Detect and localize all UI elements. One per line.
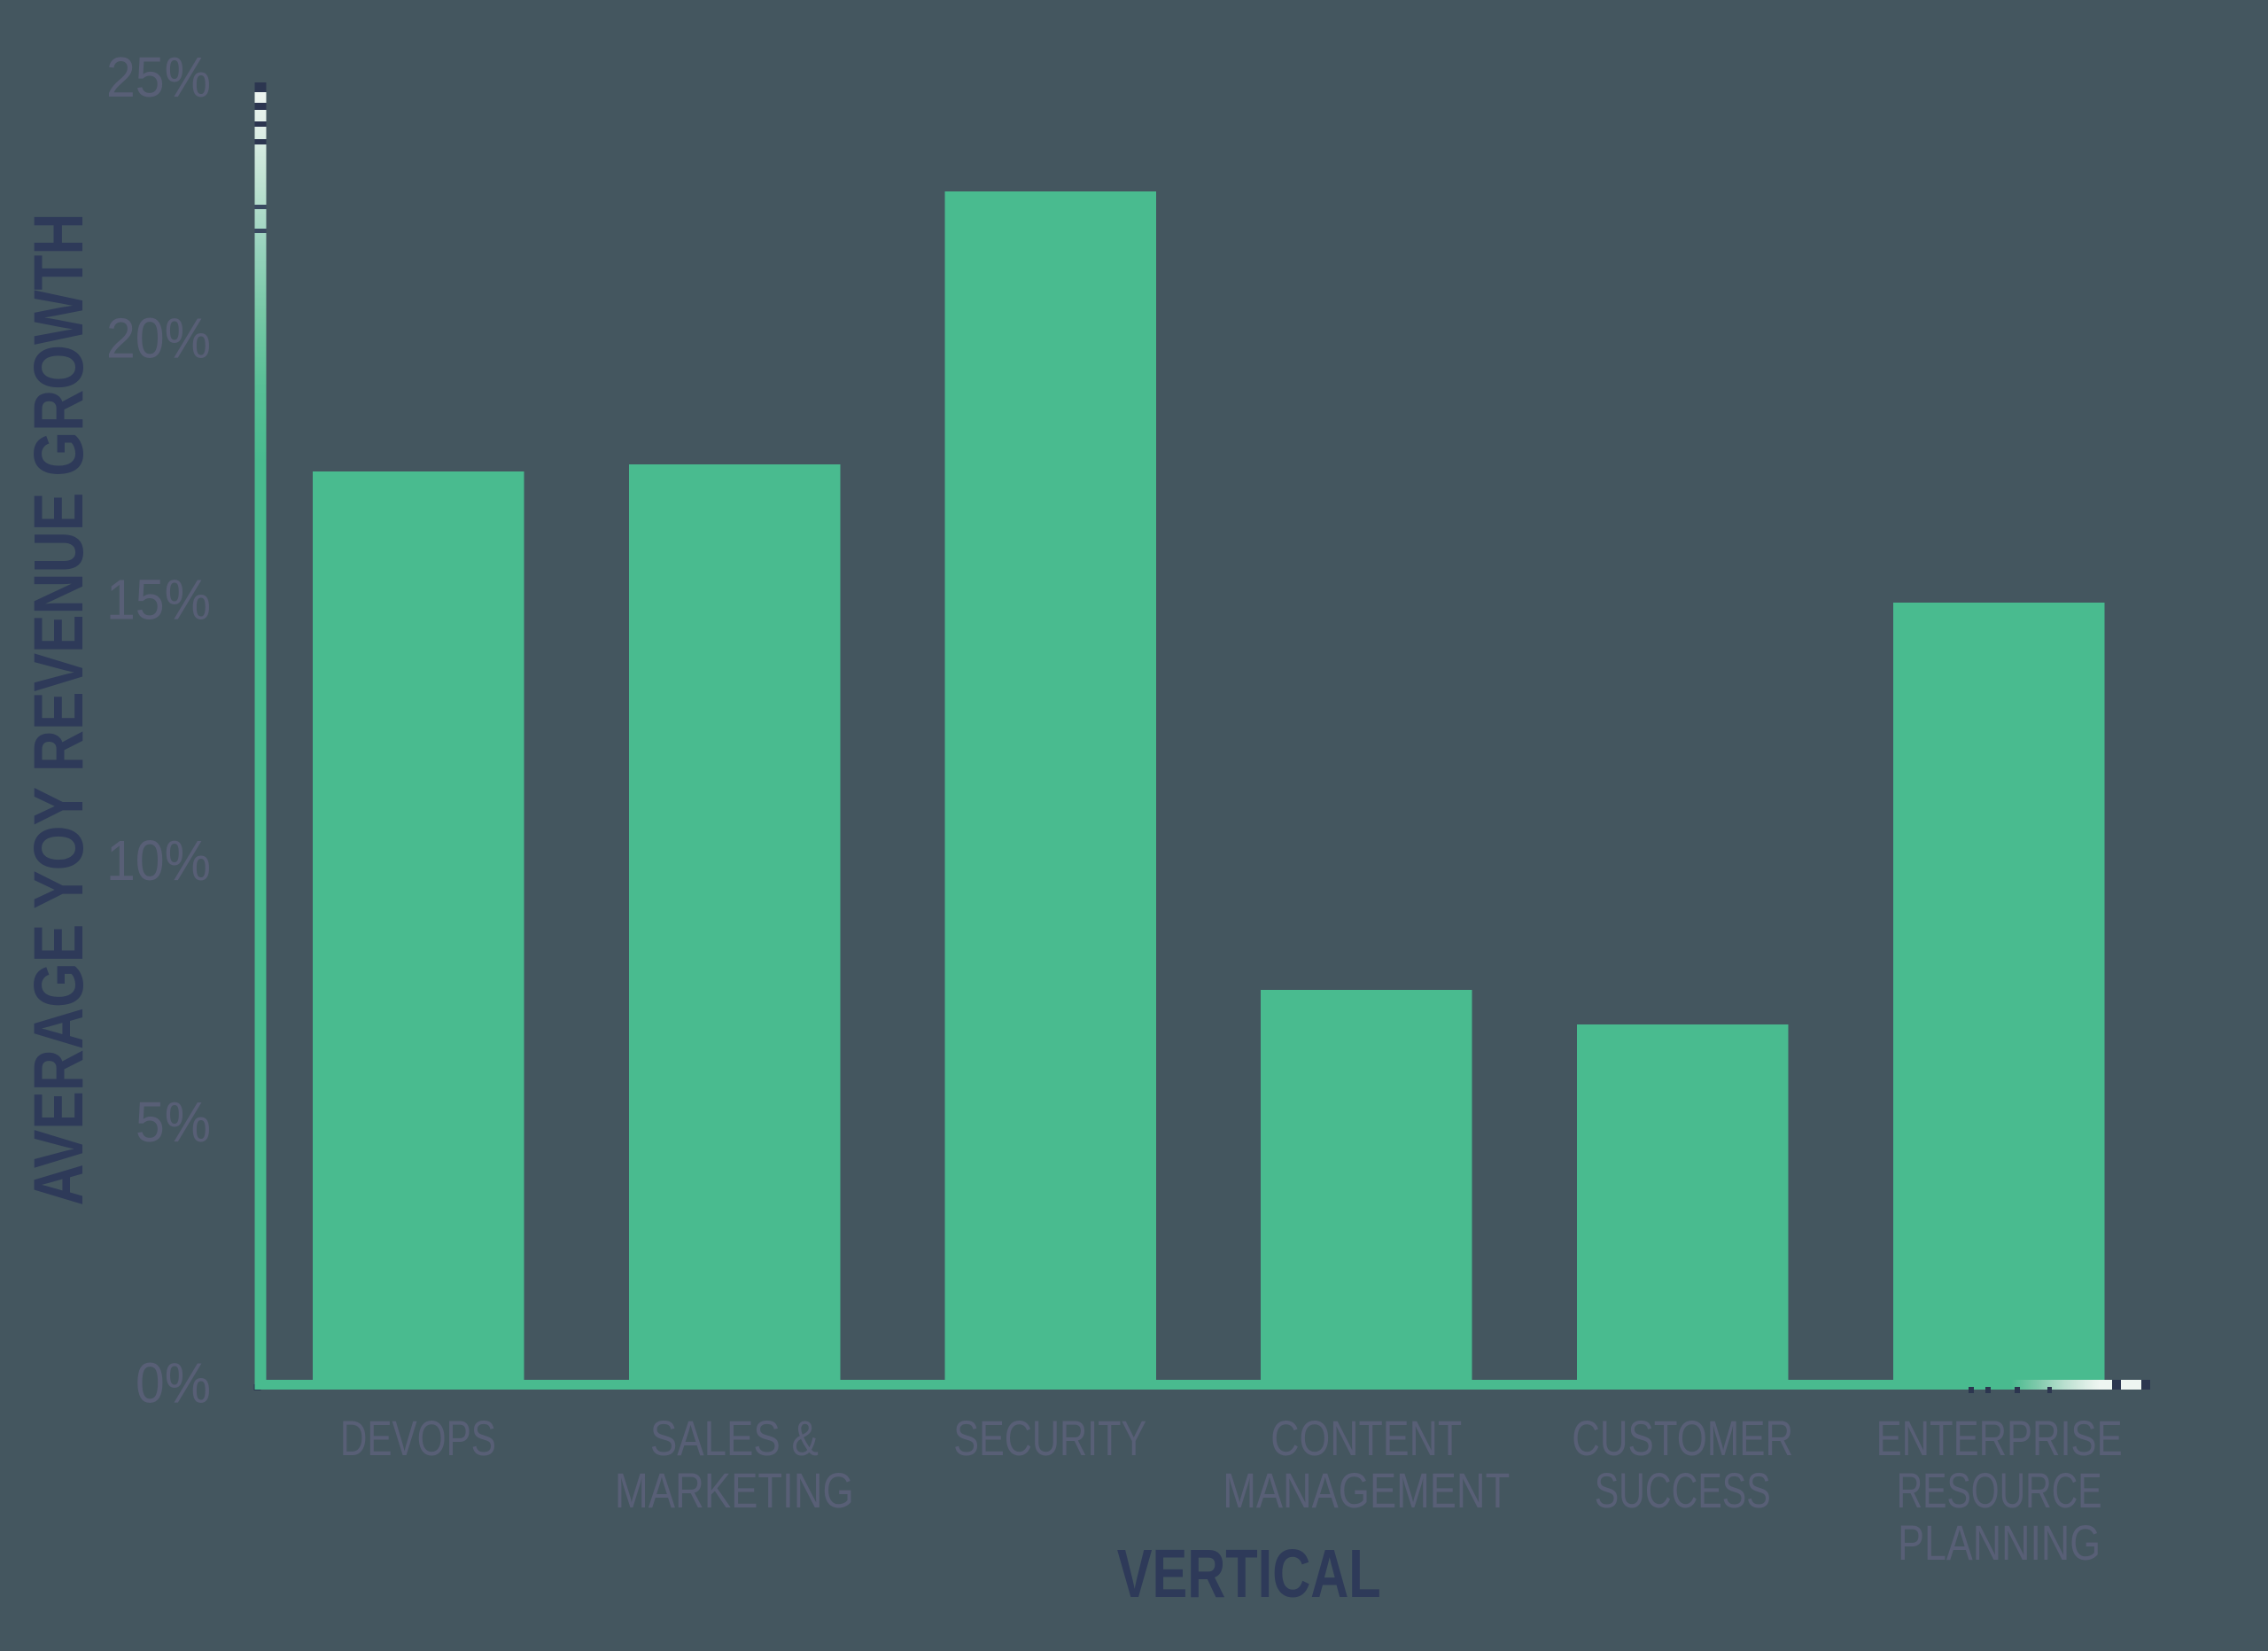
svg-text:AVERAGE YOY REVENUE GROWTH: AVERAGE YOY REVENUE GROWTH [19,214,97,1206]
svg-text:PLANNING: PLANNING [1898,1515,2101,1570]
svg-text:ENTERPRISE: ENTERPRISE [1876,1410,2123,1466]
svg-text:RESOURCE: RESOURCE [1897,1462,2102,1518]
svg-text:25%: 25% [106,45,211,109]
svg-text:0%: 0% [136,1351,211,1415]
svg-text:SALES &: SALES & [650,1410,819,1466]
svg-text:10%: 10% [106,829,211,892]
svg-text:20%: 20% [106,307,211,370]
svg-text:VERTICAL: VERTICAL [1117,1536,1381,1612]
svg-text:SUCCESS: SUCCESS [1595,1462,1771,1518]
svg-text:MANAGEMENT: MANAGEMENT [1223,1462,1510,1518]
svg-text:SECURITY: SECURITY [953,1410,1146,1466]
svg-text:5%: 5% [136,1090,211,1154]
svg-text:MARKETING: MARKETING [615,1462,854,1518]
svg-text:15%: 15% [106,567,211,631]
svg-text:DEVOPS: DEVOPS [340,1410,496,1466]
svg-text:CUSTOMER: CUSTOMER [1572,1410,1793,1466]
svg-text:CONTENT: CONTENT [1270,1410,1462,1466]
